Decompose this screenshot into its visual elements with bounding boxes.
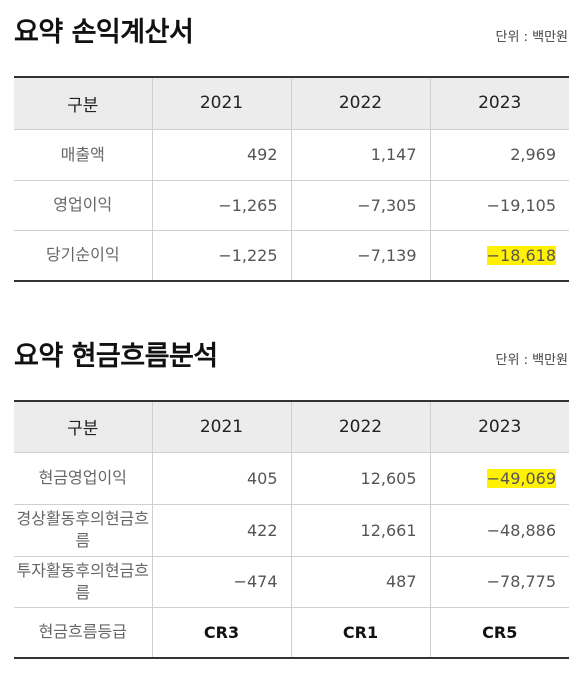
cashflow-analysis-title: 요약 현금흐름분석 [14,341,218,372]
grade-2022: CR1 [291,607,431,658]
cell-2021: −1,265 [152,180,292,231]
cell-2021: 405 [152,452,292,505]
header-year-2021: 2021 [152,77,292,130]
highlighted-value: −49,069 [486,468,556,488]
table-row-cashflow-after-investing: 투자활동후의현금흐름 −474 487 −78,775 [14,556,569,608]
header-category: 구분 [14,401,153,453]
cell-2023: −19,105 [430,180,569,231]
cell-2022: −7,305 [291,180,431,231]
cell-2023: −49,069 [430,452,569,505]
table-row-net-income: 당기순이익 −1,225 −7,139 −18,618 [14,230,569,281]
row-label: 경상활동후의현금흐름 [14,504,153,557]
highlighted-value: −18,618 [486,245,556,265]
income-unit-label: 단위 : 백만원 [495,30,568,45]
income-statement-title: 요약 손익계산서 [14,17,194,48]
row-label: 당기순이익 [14,230,153,281]
cell-2023: 2,969 [430,129,569,181]
cell-2021: −1,225 [152,230,292,281]
cell-2023: −78,775 [430,556,569,608]
cell-2021: 422 [152,504,292,557]
header-year-2022: 2022 [291,401,431,453]
table-row-operating-income: 영업이익 −1,265 −7,305 −19,105 [14,180,569,231]
cell-2021: −474 [152,556,292,608]
cell-2021: 492 [152,129,292,181]
table-row-revenue: 매출액 492 1,147 2,969 [14,129,569,181]
income-statement-table: 구분 2021 2022 2023 매출액 492 1,147 2,969 영업… [14,76,569,282]
cell-2022: 12,605 [291,452,431,505]
row-label: 투자활동후의현금흐름 [14,556,153,608]
grade-2023: CR5 [482,622,518,642]
cell-2022: 12,661 [291,504,431,557]
row-label: 매출액 [14,129,153,181]
cashflow-unit-label: 단위 : 백만원 [495,353,568,368]
cell-2023: −48,886 [430,504,569,557]
cashflow-header-row: 구분 2021 2022 2023 [14,401,569,453]
cell-2022: 1,147 [291,129,431,181]
table-row-cash-operating-income: 현금영업이익 405 12,605 −49,069 [14,452,569,505]
table-row-cashflow-after-ordinary: 경상활동후의현금흐름 422 12,661 −48,886 [14,504,569,557]
cell-2022: −7,139 [291,230,431,281]
header-year-2022: 2022 [291,77,431,130]
header-year-2021: 2021 [152,401,292,453]
header-year-2023: 2023 [430,77,569,130]
header-category: 구분 [14,77,153,130]
row-label: 현금영업이익 [14,452,153,505]
income-header-row: 구분 2021 2022 2023 [14,77,569,130]
table-row-cashflow-grade: 현금흐름등급 CR3 CR1 CR5 [14,607,569,658]
grade-2021: CR3 [152,607,292,658]
cell-2022: 487 [291,556,431,608]
row-label: 현금흐름등급 [14,607,153,658]
header-year-2023: 2023 [430,401,569,453]
row-label: 영업이익 [14,180,153,231]
cell-2023: −18,618 [430,230,569,281]
cashflow-analysis-table: 구분 2021 2022 2023 현금영업이익 405 12,605 −49,… [14,400,569,659]
